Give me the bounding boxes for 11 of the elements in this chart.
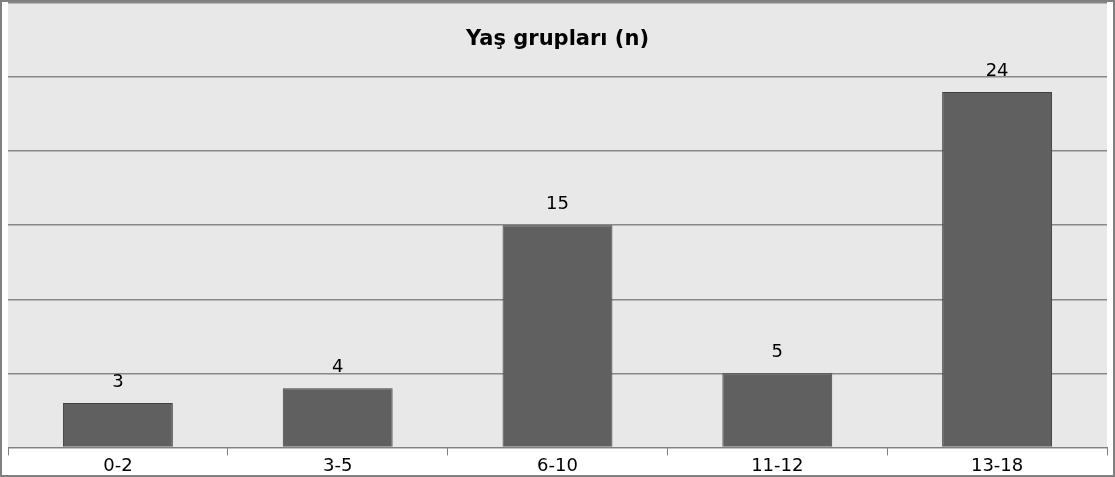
- data-label: 15: [546, 191, 569, 213]
- data-label: 4: [331, 354, 344, 376]
- x-tick-label: 6-10: [537, 453, 578, 475]
- text: Yaş grupları (n): [464, 26, 650, 51]
- data-label: 24: [985, 58, 1009, 80]
- x-tick-label: 13-18: [970, 453, 1024, 475]
- x-tick-label: 0-2: [103, 453, 133, 475]
- x-tick-label: 11-12: [751, 453, 804, 475]
- x-tick-label: 3-5: [323, 453, 353, 475]
- data-label: 3: [112, 369, 124, 391]
- data-label: 5: [771, 340, 784, 362]
